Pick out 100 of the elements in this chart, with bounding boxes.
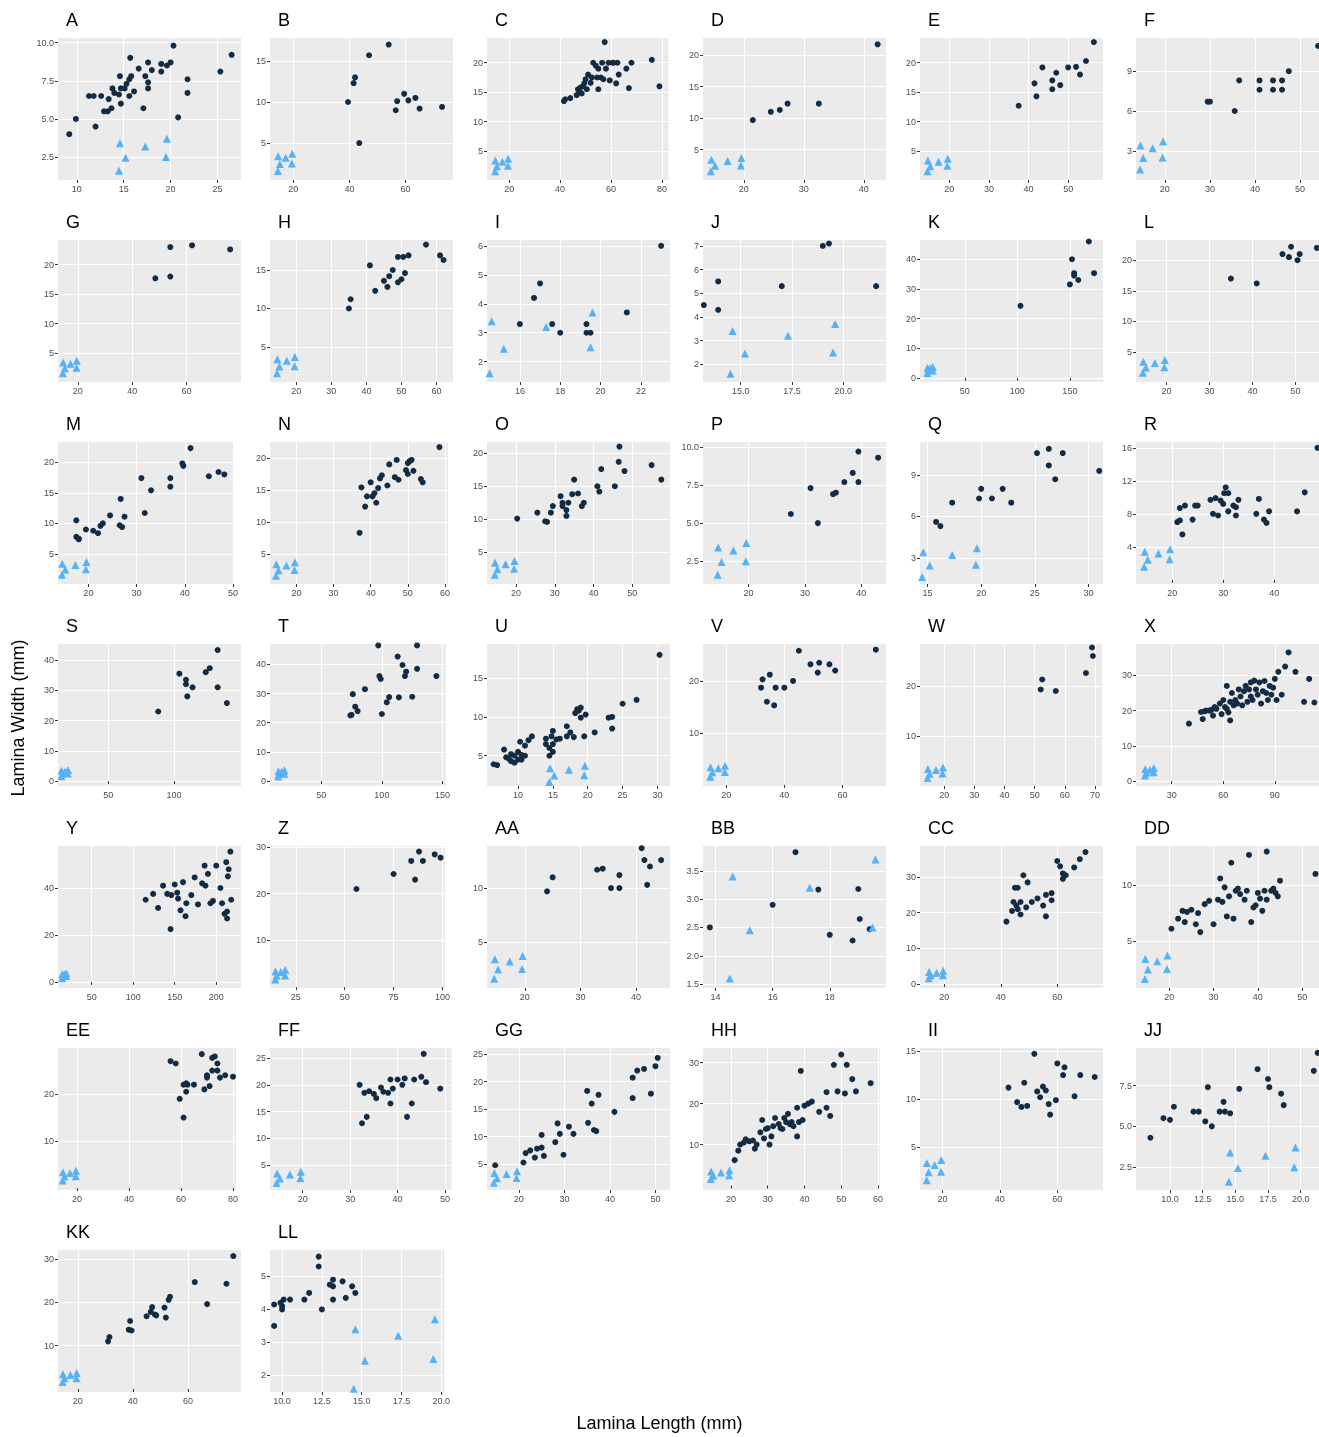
x-tick-label: 20.0 — [834, 385, 853, 396]
x-tick-label: 17.5 — [783, 385, 801, 396]
y-tick-label: 15 — [472, 1104, 483, 1115]
y-tick-label: 30 — [255, 841, 266, 852]
x-tick-label: 40 — [1023, 183, 1034, 194]
y-tick-label: 10 — [472, 1131, 483, 1142]
y-tick-label: 5.0 — [41, 113, 54, 124]
y-tick-label: 20 — [43, 1297, 54, 1308]
x-tick-label: 15.0 — [352, 1395, 371, 1406]
y-tick-label: 5 — [1126, 347, 1132, 358]
y-tick-label: 10 — [255, 746, 266, 757]
x-tick-label: 30 — [559, 1193, 570, 1204]
x-tick-label: 60 — [1052, 1193, 1063, 1204]
x-tick-label: 50 — [1063, 183, 1074, 194]
y-tick-label: 20 — [905, 57, 916, 68]
y-tick-label: 10 — [43, 1136, 54, 1147]
chart-title: Z — [278, 818, 289, 838]
y-tick-label: 5 — [260, 1159, 266, 1170]
y-tick-label: 5 — [48, 549, 54, 560]
y-tick-label: 9 — [1126, 66, 1132, 77]
y-tick-label: 10 — [905, 943, 916, 954]
y-tick-label: 4 — [693, 311, 699, 322]
y-tick-label: 20 — [43, 929, 54, 940]
y-tick-label: 3 — [260, 1337, 266, 1348]
y-tick-label: 0 — [910, 372, 916, 383]
y-tick-label: 25 — [472, 1049, 483, 1060]
y-tick-label: 30 — [43, 685, 54, 696]
x-tick-label: 20 — [1161, 385, 1172, 396]
x-tick-label: 100 — [1009, 385, 1025, 396]
y-tick-label: 2 — [693, 359, 699, 370]
y-tick-label: 0 — [260, 776, 266, 787]
x-tick-label: 40 — [994, 1193, 1005, 1204]
chart-title: F — [1144, 10, 1155, 30]
y-tick-label: 5.0 — [1119, 1121, 1132, 1132]
y-tick-label: 15 — [43, 487, 54, 498]
x-tick-label: 150 — [1062, 385, 1078, 396]
x-tick-label: 100 — [434, 991, 451, 1002]
y-tick-label: 10 — [255, 303, 266, 314]
y-tick-label: 20 — [472, 1076, 483, 1087]
y-tick-label: 20 — [43, 259, 54, 270]
x-tick-label: 20 — [582, 789, 593, 800]
x-tick-label: 20 — [288, 183, 299, 194]
y-tick-label: 25 — [255, 1053, 266, 1064]
y-tick-label: 5 — [910, 1142, 916, 1153]
y-tick-label: 15 — [43, 289, 54, 300]
y-tick-label: 20 — [905, 313, 916, 324]
y-tick-label: 10 — [472, 883, 483, 894]
x-tick-label: 15 — [547, 789, 558, 800]
x-tick-label: 20 — [721, 789, 732, 800]
chart-title: C — [495, 10, 508, 30]
x-tick-label: 25 — [1029, 587, 1040, 598]
y-tick-label: 15 — [255, 484, 266, 495]
y-tick-label: 30 — [688, 1057, 699, 1068]
x-tick-label: 40 — [127, 385, 138, 396]
chart-title: U — [495, 616, 508, 636]
x-tick-label: 90 — [1269, 789, 1280, 800]
x-tick-label: 10 — [71, 183, 82, 194]
y-tick-label: 15 — [688, 81, 699, 92]
y-tick-label: 5 — [477, 146, 483, 157]
y-tick-label: 5.0 — [686, 518, 699, 529]
x-tick-label: 40 — [361, 385, 372, 396]
y-tick-label: 10 — [905, 731, 916, 741]
y-tick-label: 8 — [1126, 508, 1132, 519]
x-tick-label: 40 — [179, 587, 190, 598]
y-tick-label: 10 — [688, 727, 699, 738]
x-tick-label: 15 — [118, 183, 129, 194]
x-tick-label: 40 — [856, 587, 867, 598]
x-tick-label: 60 — [606, 183, 617, 194]
x-tick-label: 20 — [504, 183, 515, 194]
x-tick-label: 20 — [513, 1193, 524, 1204]
chart-title: G — [66, 212, 81, 232]
chart-title: N — [278, 414, 291, 434]
x-tick-label: 40 — [631, 991, 642, 1002]
x-tick-label: 20 — [738, 183, 749, 194]
x-tick-label: 40 — [858, 183, 869, 194]
chart-title: M — [66, 414, 81, 434]
chart-title: A — [66, 10, 79, 30]
x-tick-label: 30 — [345, 1193, 356, 1204]
chart-title: GG — [495, 1020, 524, 1040]
x-tick-label: 40 — [344, 183, 355, 194]
y-tick-label: 40 — [905, 254, 916, 265]
chart-title: I — [495, 212, 501, 232]
x-tick-label: 15.0 — [731, 385, 750, 396]
y-tick-label: 30 — [905, 872, 916, 883]
y-tick-label: 20 — [472, 57, 483, 68]
y-tick-label: 7.5 — [686, 480, 699, 491]
x-tick-label: 50 — [1029, 789, 1040, 800]
y-tick-label: 40 — [43, 883, 54, 894]
y-tick-label: 15 — [255, 265, 266, 276]
x-tick-label: 80 — [227, 1193, 238, 1204]
y-tick-label: 20 — [688, 1098, 699, 1109]
y-tick-label: 5 — [477, 750, 483, 761]
chart-title: S — [66, 616, 79, 636]
y-tick-label: 10 — [43, 518, 54, 529]
x-tick-label: 50 — [396, 385, 407, 396]
x-tick-label: 30 — [575, 991, 586, 1002]
y-tick-label: 20 — [43, 715, 54, 726]
x-tick-label: 50 — [836, 1193, 847, 1204]
x-tick-label: 16 — [767, 991, 778, 1002]
x-tick-label: 75 — [388, 991, 399, 1002]
